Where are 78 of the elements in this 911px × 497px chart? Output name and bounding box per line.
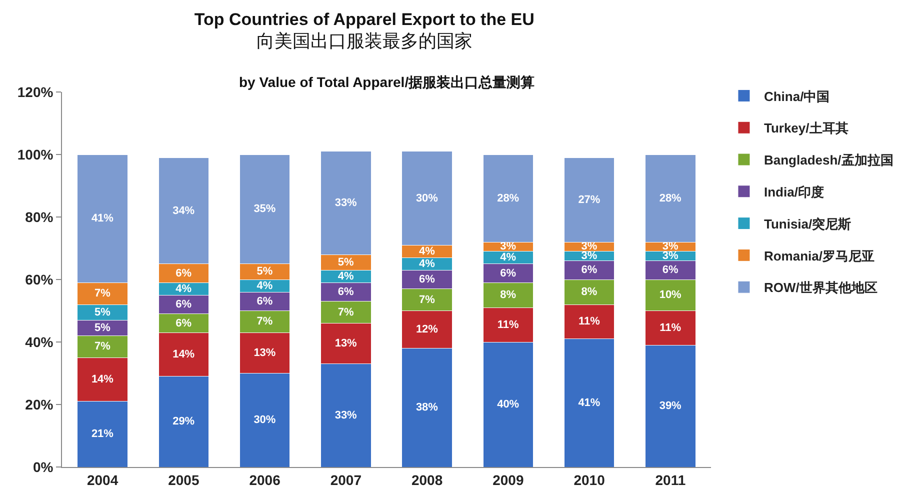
data-label: 4% — [176, 282, 192, 295]
data-label: 6% — [176, 267, 192, 280]
y-tick-label: 40% — [25, 334, 54, 350]
data-label: 7% — [256, 316, 273, 328]
x-tick-label: 2009 — [492, 472, 524, 488]
data-label: 5% — [94, 306, 111, 318]
data-label: 4% — [419, 258, 436, 270]
y-tick-label: 80% — [25, 208, 54, 225]
legend-label: Tunisia/突尼斯 — [764, 216, 852, 232]
y-tick-label: 60% — [25, 271, 54, 288]
data-label: 4% — [338, 270, 354, 282]
x-tick-label: 2007 — [330, 472, 362, 488]
data-label: 11% — [660, 322, 682, 334]
legend-label: Turkey/土耳其 — [764, 120, 848, 136]
data-label: 33% — [334, 409, 358, 422]
data-label: 6% — [176, 317, 192, 330]
data-label: 5% — [94, 322, 111, 334]
x-tick-label: 2008 — [411, 472, 443, 488]
data-label: 39% — [659, 400, 682, 412]
data-label: 33% — [334, 196, 358, 209]
data-label: 28% — [659, 192, 682, 204]
data-label: 7% — [419, 294, 436, 306]
x-tick-label: 2004 — [86, 472, 118, 488]
legend-label: Bangladesh/孟加拉国 — [764, 152, 894, 168]
data-label: 13% — [254, 346, 276, 359]
data-label: 6% — [662, 264, 678, 276]
data-label: 34% — [172, 204, 195, 217]
x-tick-label: 2011 — [655, 472, 686, 488]
data-label: 6% — [176, 298, 192, 311]
legend-label: India/印度 — [764, 184, 824, 200]
data-label: 28% — [497, 192, 520, 204]
data-label: 5% — [338, 256, 354, 268]
legend-label: China/中国 — [764, 88, 830, 104]
chart-title: Top Countries of Apparel Export to the EU — [194, 10, 534, 29]
y-tick-label: 120% — [17, 84, 54, 100]
data-label: 6% — [256, 295, 273, 308]
data-label: 8% — [500, 289, 516, 302]
x-tick-label: 2010 — [574, 472, 606, 488]
data-label: 21% — [91, 428, 114, 440]
x-tick-label: 2006 — [249, 472, 281, 488]
data-label: 13% — [334, 338, 358, 350]
data-label: 29% — [172, 416, 195, 428]
data-label: 30% — [416, 192, 438, 204]
legend-label: ROW/世界其他地区 — [764, 280, 878, 296]
data-label: 14% — [172, 348, 195, 361]
data-label: 11% — [497, 318, 520, 331]
data-label: 6% — [338, 286, 354, 298]
data-label: 41% — [578, 396, 600, 409]
data-label: 11% — [578, 316, 600, 328]
data-label: 4% — [419, 245, 436, 258]
data-label: 6% — [581, 264, 598, 276]
data-label: 14% — [91, 374, 114, 386]
legend-label: Romania/罗马尼亚 — [764, 248, 874, 264]
data-label: 7% — [94, 340, 111, 353]
data-label: 40% — [497, 398, 520, 410]
data-label: 4% — [256, 280, 273, 292]
x-tick-label: 2005 — [168, 472, 200, 488]
text: by Value of Total Apparel/据服装出口总量测算 — [239, 74, 535, 90]
data-label: 3% — [662, 250, 678, 262]
data-label: 4% — [500, 252, 516, 264]
data-label: 41% — [91, 212, 114, 225]
data-label: 27% — [578, 194, 600, 206]
data-label: 30% — [254, 414, 276, 426]
data-label: 5% — [256, 266, 273, 278]
data-label: 3% — [581, 250, 598, 262]
y-tick-label: 100% — [17, 146, 54, 162]
data-label: 6% — [500, 267, 516, 280]
data-label: 8% — [581, 286, 598, 298]
data-label: 10% — [659, 289, 682, 302]
data-label: 35% — [254, 203, 276, 216]
y-tick-label: 20% — [25, 396, 54, 412]
y-tick-label: 0% — [32, 458, 54, 475]
chart-subtitle: 向美国出口服装最多的国家 — [256, 30, 472, 51]
data-label: 6% — [419, 274, 436, 286]
data-label: 12% — [416, 324, 438, 336]
data-label: 7% — [94, 288, 111, 300]
data-label: 7% — [338, 306, 354, 318]
data-label: 38% — [416, 402, 438, 414]
